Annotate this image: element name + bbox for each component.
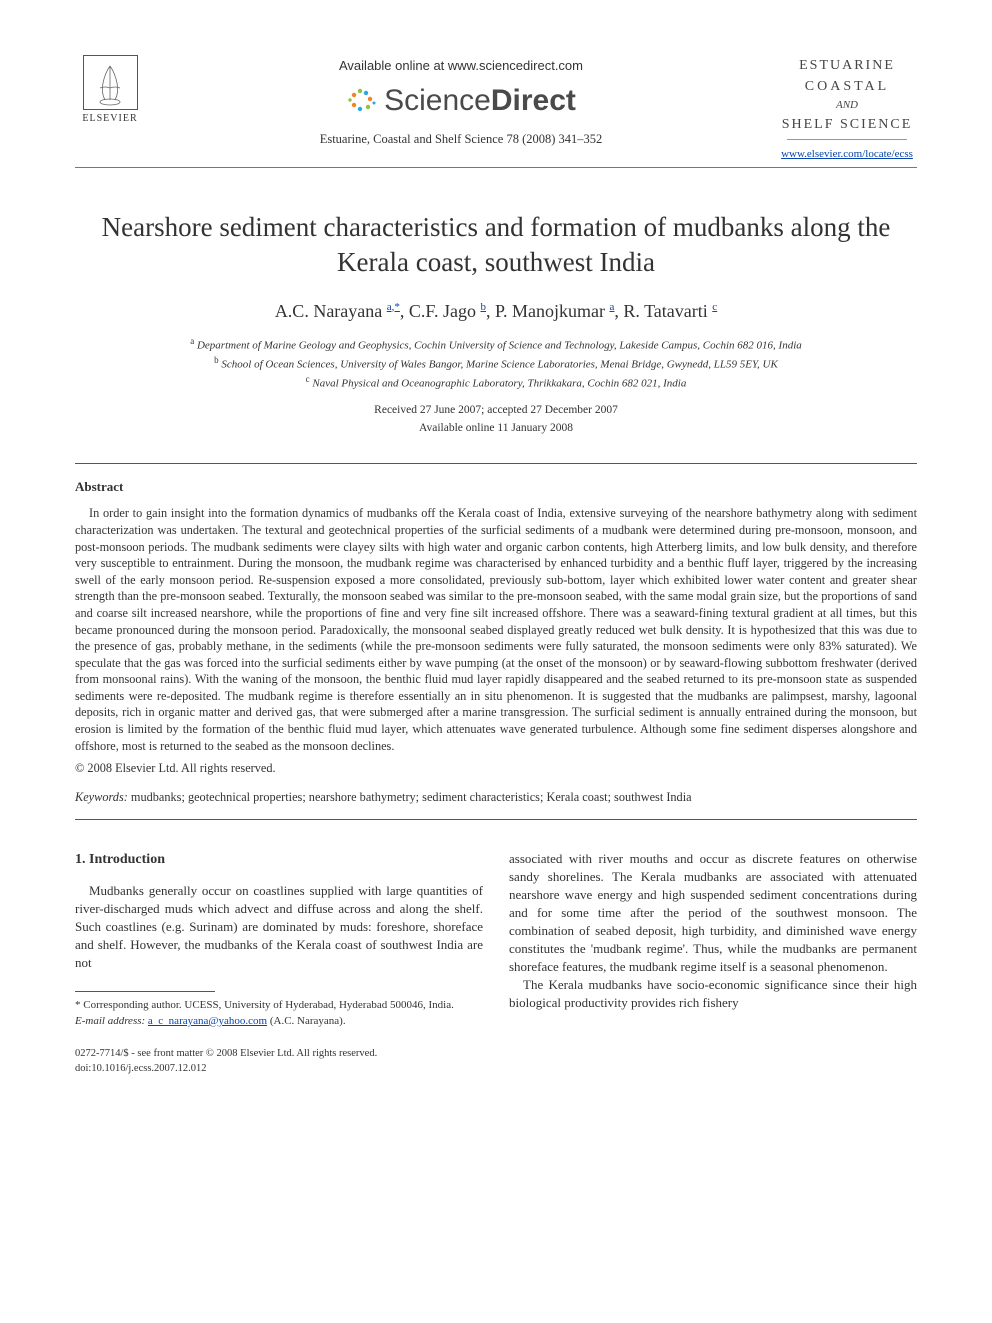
journal-locate-link[interactable]: www.elsevier.com/locate/ecss — [781, 148, 913, 160]
email-line: E-mail address: a_c_narayana@yahoo.com (… — [75, 1014, 483, 1029]
corresponding-email-link[interactable]: a_c_narayana@yahoo.com — [148, 1015, 267, 1027]
journal-cover-line2: COASTAL — [805, 79, 889, 94]
journal-cover-line1: ESTUARINE — [799, 58, 895, 73]
email-label: E-mail address: — [75, 1015, 145, 1027]
article-dates: Received 27 June 2007; accepted 27 Decem… — [75, 402, 917, 437]
elsevier-tree-icon — [83, 55, 138, 110]
sciencedirect-logo[interactable]: ScienceDirect — [346, 81, 576, 122]
author-1-affil-link[interactable]: a,* — [387, 301, 400, 313]
author-3: P. Manojkumar — [495, 301, 605, 321]
affiliation-b: b School of Ocean Sciences, University o… — [75, 354, 917, 373]
doi-line: doi:10.1016/j.ecss.2007.12.012 — [75, 1062, 917, 1077]
email-paren: (A.C. Narayana). — [270, 1015, 346, 1027]
elsevier-logo: ELSEVIER — [75, 55, 145, 126]
corresponding-author-footnote: * Corresponding author. UCESS, Universit… — [75, 998, 483, 1029]
author-4-affil-link[interactable]: c — [712, 301, 717, 313]
available-online-text: Available online at www.sciencedirect.co… — [145, 57, 777, 75]
corresponding-author-text: * Corresponding author. UCESS, Universit… — [75, 998, 483, 1013]
journal-reference: Estuarine, Coastal and Shelf Science 78 … — [145, 131, 777, 148]
journal-cover-title: ESTUARINE COASTAL AND SHELF SCIENCE — [777, 55, 917, 140]
page-header: ELSEVIER Available online at www.science… — [75, 55, 917, 161]
article-title: Nearshore sediment characteristics and f… — [75, 210, 917, 280]
elsevier-wordmark: ELSEVIER — [82, 112, 137, 126]
footnote-separator — [75, 991, 215, 992]
journal-cover-line3: SHELF SCIENCE — [782, 117, 913, 132]
author-1: A.C. Narayana — [275, 301, 382, 321]
keywords-label: Keywords: — [75, 790, 128, 804]
body-columns: 1. Introduction Mudbanks generally occur… — [75, 850, 917, 1029]
intro-paragraph-right-1: associated with river mouths and occur a… — [509, 850, 917, 976]
journal-cover-block: ESTUARINE COASTAL AND SHELF SCIENCE www.… — [777, 55, 917, 161]
affiliation-c: c Naval Physical and Oceanographic Labor… — [75, 373, 917, 392]
abstract-copyright: © 2008 Elsevier Ltd. All rights reserved… — [75, 760, 917, 777]
abstract-top-divider — [75, 463, 917, 464]
page-footer-meta: 0272-7714/$ - see front matter © 2008 El… — [75, 1047, 917, 1076]
section-1-heading: 1. Introduction — [75, 850, 483, 869]
author-3-affil-link[interactable]: a — [610, 301, 615, 313]
abstract-heading: Abstract — [75, 478, 917, 496]
received-accepted-line: Received 27 June 2007; accepted 27 Decem… — [75, 402, 917, 419]
authors-line: A.C. Narayana a,*, C.F. Jago b, P. Manoj… — [75, 299, 917, 323]
available-online-line: Available online 11 January 2008 — [75, 420, 917, 437]
journal-cover-and: AND — [777, 97, 917, 114]
author-2: C.F. Jago — [409, 301, 476, 321]
abstract-body: In order to gain insight into the format… — [75, 505, 917, 754]
affiliation-a: a Department of Marine Geology and Geoph… — [75, 335, 917, 354]
intro-paragraph-right-2: The Kerala mudbanks have socio-economic … — [509, 976, 917, 1012]
header-divider — [75, 167, 917, 168]
author-4: R. Tatavarti — [623, 301, 707, 321]
abstract-text: In order to gain insight into the format… — [75, 506, 917, 752]
author-2-affil-link[interactable]: b — [481, 301, 487, 313]
header-center: Available online at www.sciencedirect.co… — [145, 55, 777, 148]
keywords-line: Keywords: mudbanks; geotechnical propert… — [75, 789, 917, 806]
right-column: associated with river mouths and occur a… — [509, 850, 917, 1029]
affiliations-block: a Department of Marine Geology and Geoph… — [75, 335, 917, 392]
issn-line: 0272-7714/$ - see front matter © 2008 El… — [75, 1047, 917, 1062]
sciencedirect-burst-icon — [346, 85, 378, 117]
intro-paragraph-left: Mudbanks generally occur on coastlines s… — [75, 882, 483, 972]
sciencedirect-wordmark: ScienceDirect — [384, 81, 576, 122]
keywords-text: mudbanks; geotechnical properties; nears… — [128, 790, 692, 804]
left-column: 1. Introduction Mudbanks generally occur… — [75, 850, 483, 1029]
abstract-bottom-divider — [75, 819, 917, 820]
